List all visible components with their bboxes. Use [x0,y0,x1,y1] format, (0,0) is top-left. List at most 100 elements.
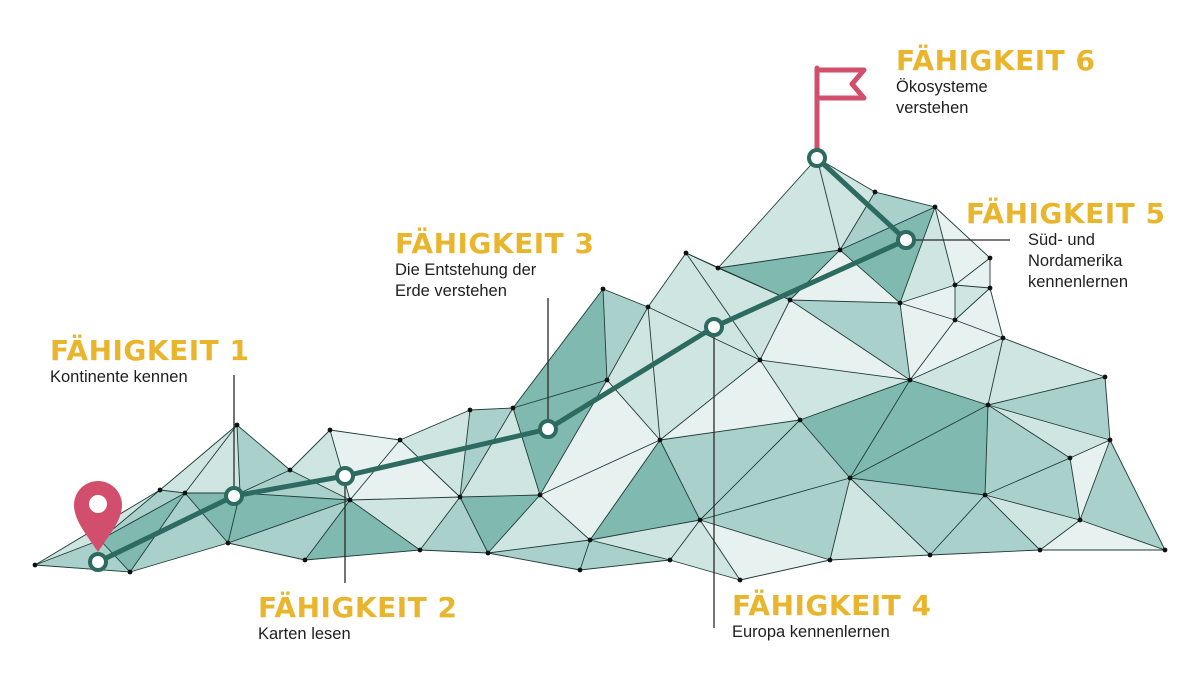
mountain-vertex [927,552,933,558]
mountain-edge [579,539,591,571]
mountain-edge [34,539,101,566]
mountain-vertex [985,402,991,408]
mountain-edge [1069,439,1111,459]
mountain-edge [829,477,851,561]
milestone-3: FÄHIGKEIT 3 Die Entstehung der Erde vers… [395,228,595,302]
description-line: Ökosysteme [896,78,988,96]
mountain-edge [304,549,421,561]
mountain-edge [459,496,489,554]
mountain-vertex [872,189,878,195]
mountain-edge [789,299,911,381]
mountain-edge [685,252,791,301]
mountain-vertex [657,437,663,443]
mountain-edge [1069,457,1081,521]
mountain-vertex [1077,517,1083,523]
milestone-title: FÄHIGKEIT 2 [258,591,458,624]
mountain-vertex [327,427,333,433]
mountain-vertex [952,282,958,288]
mountain-vertex [600,286,606,292]
mountain-vertex [287,467,293,473]
mountain-edge [606,306,649,381]
mountain-edge [759,299,791,361]
milestone-node [538,419,558,439]
mountain-edge [717,249,841,269]
mountain-edge [699,519,741,581]
mountain-edge [987,376,1106,406]
mountain-edge [849,477,931,556]
mountain-edge [987,404,1111,441]
mountain-vertex [1102,374,1108,380]
mountain-edge [227,542,306,561]
mountain-edge [989,287,1004,339]
mountain-edge [839,249,901,304]
description-line: Süd- und [1028,231,1095,249]
mountain-vertex [347,497,353,503]
mountain-edge [1104,376,1111,441]
milestone-6: FÄHIGKEIT 6 Ökosysteme verstehen [896,45,1096,119]
mountain-vertex [127,569,133,575]
milestone-5: FÄHIGKEIT 5 Süd- und Nordamerika kennenl… [966,198,1166,293]
mountain-edge [934,206,956,286]
milestone-title: FÄHIGKEIT 5 [966,197,1166,230]
mountain-edge [954,319,1004,339]
mountain-edge [739,559,831,581]
mountain-edge [159,489,186,494]
mountain-edge [954,287,991,321]
mountain-edge [899,302,956,321]
mountain-edge [419,496,461,551]
mountain-edge [239,492,351,501]
mountain-vertex [467,407,473,413]
mountain-edge [647,306,661,441]
mountain-edge [459,407,514,498]
mountain-vertex [32,562,38,568]
map-pin-shape [74,481,122,552]
start-node [88,552,108,572]
mountain-vertex [577,567,583,573]
mountain-edge [399,409,471,441]
mountain-edge [909,379,989,406]
mountain-edge [849,477,986,496]
mountain-vertex [897,300,903,306]
mountain-vertex [987,255,993,261]
mountain-edge [602,288,608,381]
mountain-vertex [1107,437,1113,443]
mountain-edge [699,419,801,521]
mountain-edge [987,404,1071,459]
mountain-vertex [604,377,610,383]
mountain-vertex [234,422,240,428]
description-line: verstehen [896,99,969,117]
mountain-edge [799,419,851,479]
milestone-description: Ökosysteme verstehen [896,77,1096,119]
milestone-title: FÄHIGKEIT 4 [732,589,932,622]
mountain-edge [1002,337,1106,378]
map-pin-icon [74,481,122,552]
mountain-edge [659,359,761,441]
mountain-edge [399,439,461,498]
mountain-edge [699,519,831,561]
mountain-edge [899,284,956,304]
mountain-edge [954,257,991,286]
flag-cloth [817,67,867,101]
mountain-vertex [827,557,833,563]
mountain-edge [874,191,936,208]
mountain-vertex [1162,547,1168,553]
mountain-edge [487,539,591,554]
mountain-edge [34,564,131,573]
mountain-edge [589,519,701,541]
mountain-edge [459,494,541,498]
mountain-edge [669,519,701,561]
mountain-edge [349,499,421,551]
mountain-vertex [987,285,993,291]
mountain-edge [184,492,229,544]
mountain-vertex [457,494,463,500]
mountain-vertex [907,377,913,383]
mountain-vertex [645,304,651,310]
mountain-edge [512,288,604,409]
mountain-edge [487,494,541,554]
mountain-edge [717,157,818,269]
milestone-title: FÄHIGKEIT 1 [50,334,250,367]
milestone-node [335,466,355,486]
mountain-vertex [737,577,743,583]
mountain-vertex [397,437,403,443]
mountain-edge [1109,439,1166,551]
